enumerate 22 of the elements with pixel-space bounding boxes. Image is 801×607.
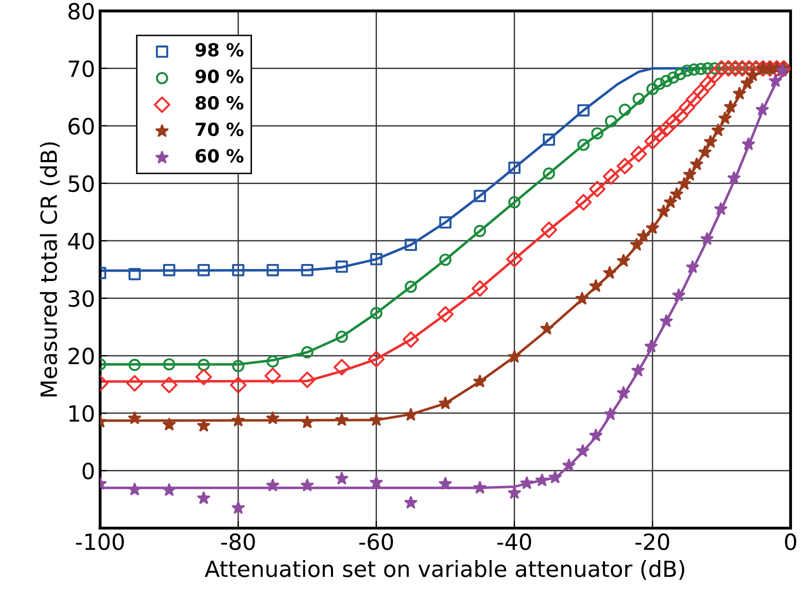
x-tick-label: -80 bbox=[221, 533, 255, 550]
y-tick-label: 50 bbox=[68, 175, 94, 192]
legend-label: 70 % bbox=[196, 122, 244, 136]
x-tick-label: -60 bbox=[359, 533, 393, 550]
y-tick-label: 70 bbox=[68, 60, 94, 78]
x-tick-label: -20 bbox=[635, 533, 670, 550]
x-tick-label: 0 bbox=[784, 533, 796, 550]
y-tick-label: 20 bbox=[68, 348, 94, 364]
legend-label: 90 % bbox=[195, 70, 244, 84]
y-tick-label: 40 bbox=[68, 232, 94, 250]
y-tick-label: 10 bbox=[69, 405, 94, 422]
x-tick-label: -40 bbox=[497, 533, 532, 550]
y-tick-label: 60 bbox=[68, 118, 94, 135]
y-tick-label: 30 bbox=[68, 290, 94, 307]
y-tick-label: 80 bbox=[68, 2, 94, 20]
legend-label: 60 % bbox=[196, 149, 244, 163]
legend-label: 98 % bbox=[195, 43, 244, 57]
x-axis-title: Attenuation set on variable attenuator (dB) bbox=[204, 560, 684, 580]
legend-label: 80 % bbox=[196, 96, 244, 110]
y-tick-label: 0 bbox=[82, 462, 94, 480]
y-axis-title: Measured total CR (dB) bbox=[40, 142, 60, 396]
x-tick-label: -100 bbox=[76, 533, 124, 550]
